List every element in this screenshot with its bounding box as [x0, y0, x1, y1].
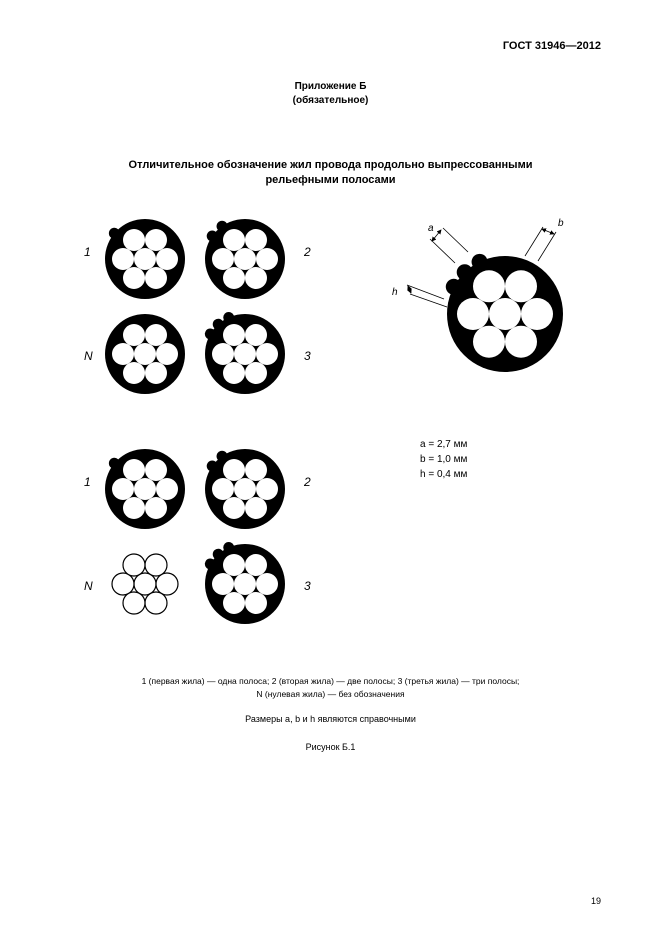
legend-line: 1 (первая жила) — одна полоса; 2 (вторая… [60, 675, 601, 688]
cable-label: N [84, 349, 93, 363]
title: Отличительное обозначение жил провода пр… [60, 158, 601, 189]
cable-label: 3 [304, 349, 311, 363]
page-number: 19 [591, 896, 601, 906]
dim-h-text: h = 0,4 мм [420, 467, 467, 482]
cable-label: 3 [304, 579, 311, 593]
cable-group-1 [90, 209, 310, 409]
dim-a-label: a [428, 223, 434, 234]
dim-h-label: h [392, 287, 398, 298]
appendix-header: Приложение Б (обязательное) [60, 80, 601, 108]
standard-code: ГОСТ 31946—2012 [60, 40, 601, 52]
appendix-line: (обязательное) [60, 94, 601, 108]
dim-b-text: b = 1,0 мм [420, 452, 467, 467]
appendix-line: Приложение Б [60, 80, 601, 94]
page: ГОСТ 31946—2012 Приложение Б (обязательн… [0, 0, 661, 936]
title-line: Отличительное обозначение жил провода пр… [60, 158, 601, 173]
figure-caption: Рисунок Б.1 [60, 742, 601, 752]
cable-group-2 [90, 439, 310, 639]
cable-label: N [84, 579, 93, 593]
cable-label: 2 [304, 245, 311, 259]
title-line: рельефными полосами [60, 173, 601, 188]
dimension-values: а = 2,7 мм b = 1,0 мм h = 0,4 мм [420, 437, 467, 482]
legend: 1 (первая жила) — одна полоса; 2 (вторая… [60, 675, 601, 701]
legend-line: N (нулевая жила) — без обозначения [60, 688, 601, 701]
cable-label: 1 [84, 475, 91, 489]
cable-label: 1 [84, 245, 91, 259]
cable-label: 2 [304, 475, 311, 489]
dim-a-text: а = 2,7 мм [420, 437, 467, 452]
annotated-cable: a b h [370, 199, 590, 389]
reference-text: Размеры a, b и h являются справочными [60, 714, 601, 724]
dim-b-label: b [558, 218, 564, 229]
diagram-area: 1 2 N 3 [60, 209, 601, 669]
